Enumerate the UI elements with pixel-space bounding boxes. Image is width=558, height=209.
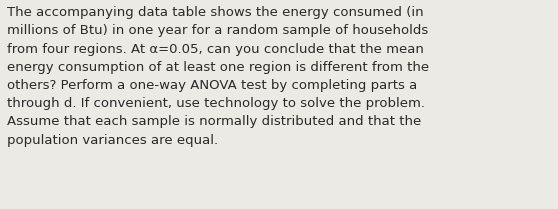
Text: The accompanying data table shows the energy consumed (in
millions of Btu) in on: The accompanying data table shows the en… — [7, 6, 429, 147]
